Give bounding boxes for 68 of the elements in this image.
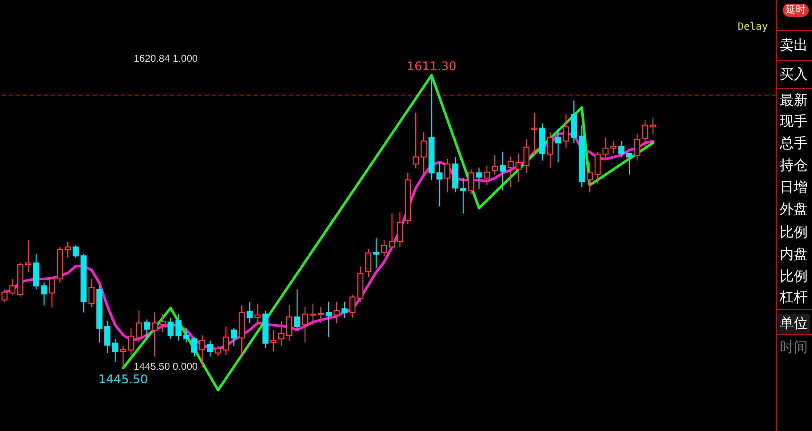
candlestick	[152, 312, 158, 358]
candlestick	[460, 178, 466, 214]
candlestick	[104, 320, 111, 354]
candlestick	[160, 314, 166, 333]
candlestick	[342, 302, 348, 318]
candlestick	[626, 153, 633, 176]
candlestick	[318, 306, 324, 324]
candlestick	[278, 320, 285, 347]
candlestick	[563, 114, 570, 149]
text: 外盘	[780, 202, 808, 218]
candlestick	[586, 162, 593, 194]
candlestick	[25, 240, 32, 273]
text: 比例	[780, 225, 808, 241]
candlestick	[444, 158, 451, 194]
candlestick	[334, 302, 340, 324]
candlestick	[112, 338, 118, 363]
candlestick	[49, 276, 56, 308]
text: 卖出	[780, 38, 808, 54]
text: 总手	[780, 136, 808, 152]
candlestick	[508, 156, 514, 188]
annotation: 1445.50	[98, 372, 148, 386]
annotation: 1611.30	[406, 59, 457, 74]
candlestick	[547, 132, 554, 168]
candlestick	[476, 167, 482, 190]
candlestick	[484, 166, 490, 186]
candlestick	[231, 328, 238, 347]
text: 单位	[778, 314, 810, 334]
candlestick	[500, 151, 506, 192]
candlestick	[350, 294, 356, 318]
candlestick	[412, 112, 420, 169]
text: 日增	[780, 180, 808, 196]
text: 杠杆	[780, 290, 808, 306]
text: 现手	[780, 114, 808, 130]
candlestick	[33, 254, 40, 290]
candlestick	[492, 154, 498, 176]
text: 持仓	[780, 158, 808, 174]
candlestick	[192, 336, 198, 358]
candlestick	[468, 169, 474, 195]
candlestick	[64, 241, 72, 258]
annotation: 1620.84 1.000	[133, 53, 199, 66]
candlestick	[634, 134, 640, 162]
candlestick	[207, 340, 214, 358]
candlestick	[571, 100, 578, 144]
candlestick	[294, 289, 300, 331]
candlestick	[286, 305, 292, 342]
candlestick	[270, 330, 277, 352]
candlestick	[420, 132, 427, 176]
candlestick	[41, 282, 48, 306]
candlestick	[618, 140, 625, 158]
candlestick	[373, 238, 380, 269]
candlestick	[144, 319, 150, 340]
annotation: 1445.50 0.000	[133, 361, 199, 374]
text: 比例	[780, 269, 808, 285]
text: 买入	[780, 67, 808, 83]
candlestick	[555, 128, 562, 164]
candlestick	[199, 335, 206, 368]
candlestick	[365, 248, 372, 278]
text: 内盘	[780, 247, 808, 263]
text: 延时	[783, 4, 809, 17]
candlestick	[254, 303, 261, 326]
candlestick	[532, 112, 538, 156]
candlestick	[72, 245, 79, 258]
candlestick	[88, 278, 95, 308]
text: Delay	[738, 22, 768, 33]
text: 最新	[780, 93, 808, 109]
text: 时间	[780, 340, 808, 356]
candlestick	[246, 302, 253, 324]
candlestick	[326, 302, 332, 338]
